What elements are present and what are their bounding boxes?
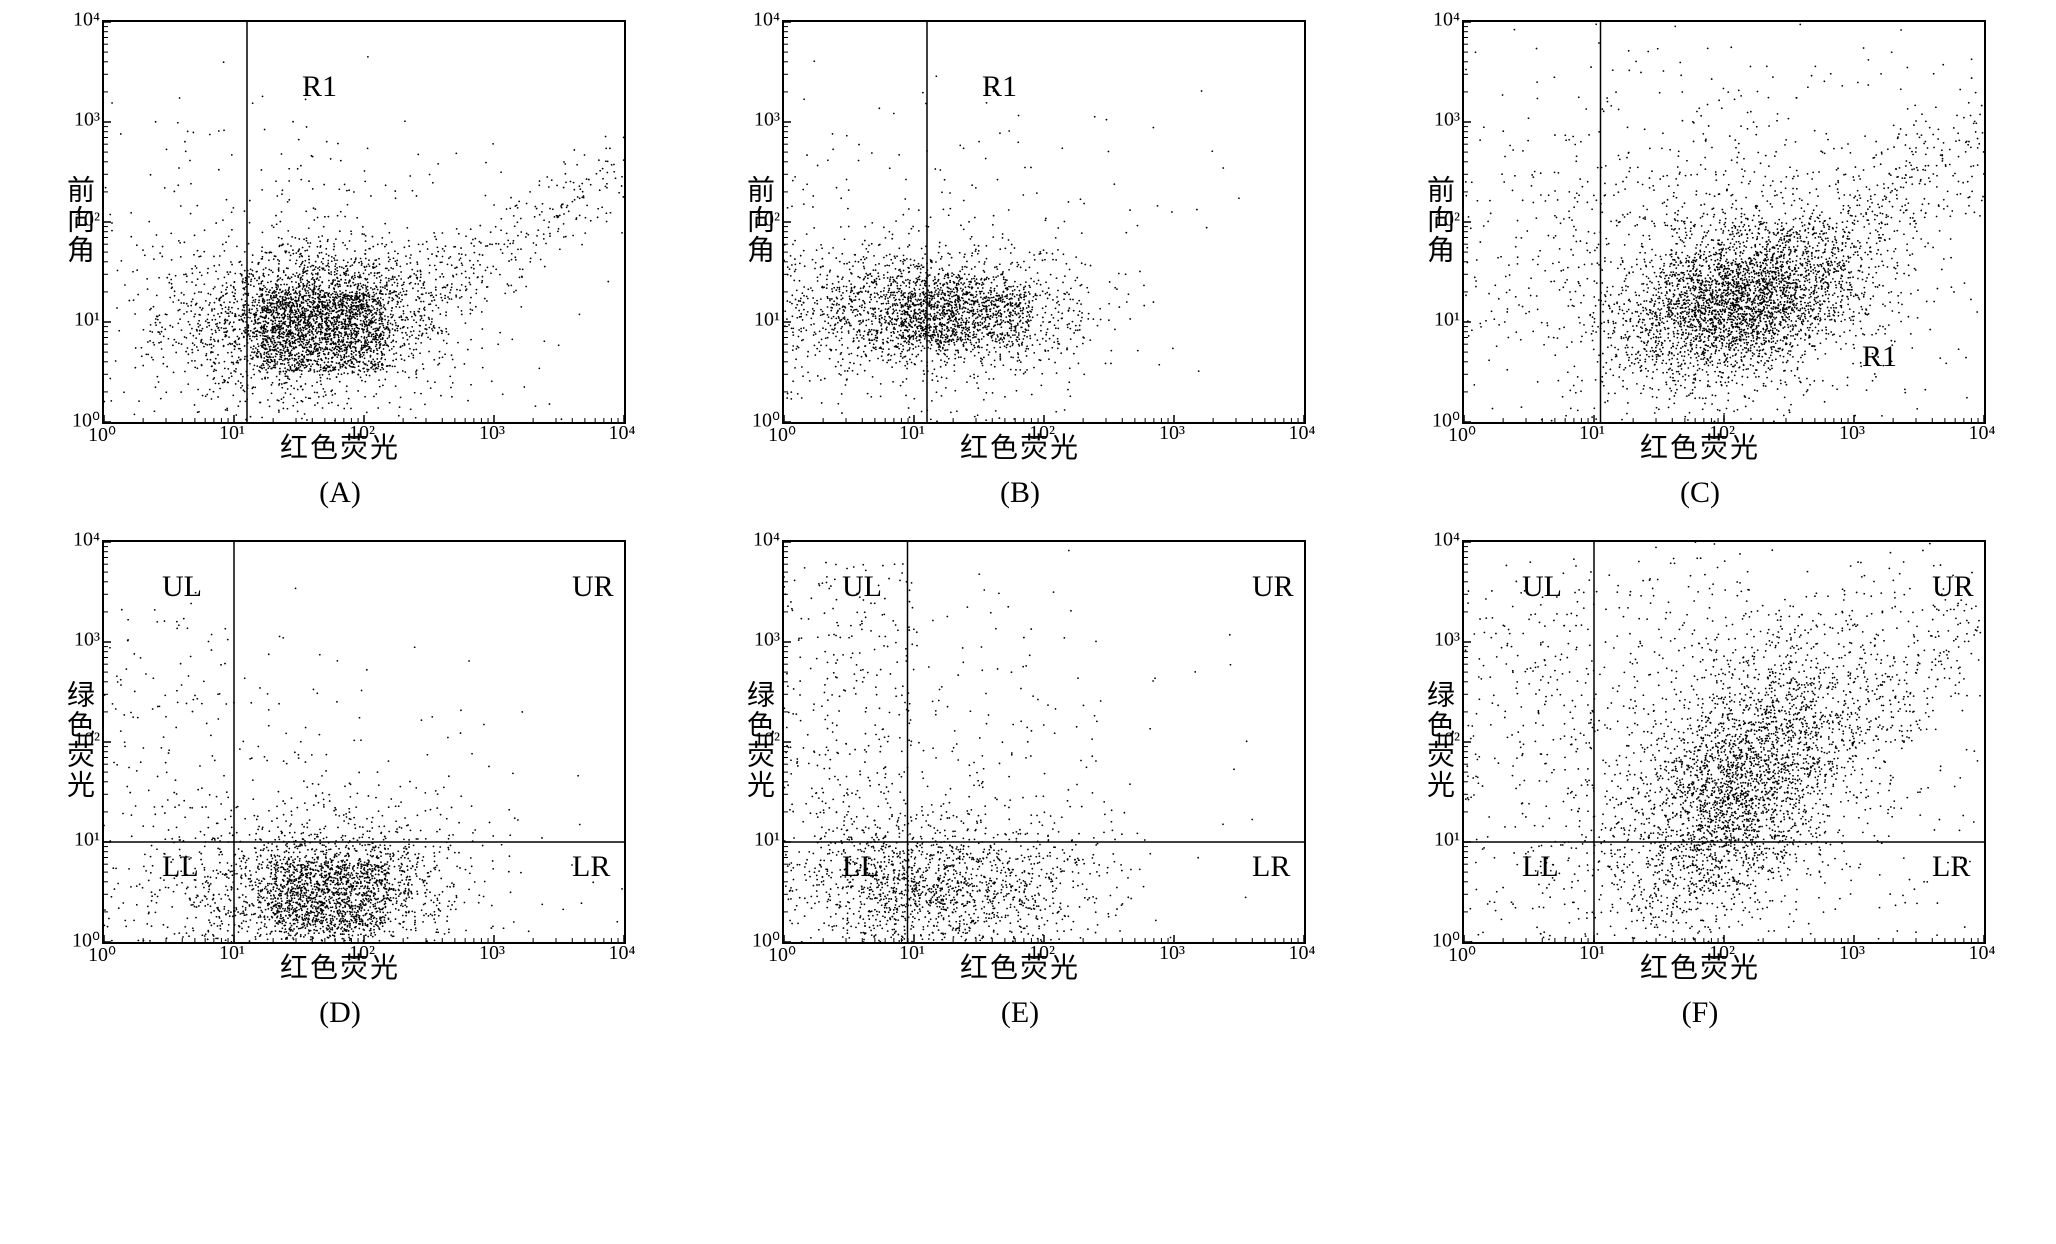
y-tick: 10⁴ xyxy=(1433,529,1462,552)
x-tick: 10³ xyxy=(1839,420,1865,445)
y-tick: 10⁰ xyxy=(72,928,102,953)
y-tick: 10⁴ xyxy=(1433,9,1462,32)
x-axis-label: 红色荧光 xyxy=(1640,946,1760,986)
y-tick: 10³ xyxy=(74,629,102,652)
x-tick: 10³ xyxy=(1159,940,1185,965)
panel-caption: (F) xyxy=(1682,996,1719,1030)
x-tick: 10³ xyxy=(1839,940,1865,965)
y-tick: 10⁴ xyxy=(73,9,102,32)
x-tick: 10⁴ xyxy=(1969,940,1996,965)
x-tick: 10¹ xyxy=(1579,420,1605,445)
y-tick: 10⁰ xyxy=(752,928,782,953)
x-tick: 10² xyxy=(1709,420,1735,445)
x-tick: 10¹ xyxy=(219,420,245,445)
panel-D: 绿色荧光10⁰10⁰10¹10¹10²10²10³10³10⁴10⁴ULURLL… xyxy=(20,540,660,1030)
y-tick: 10⁴ xyxy=(73,529,102,552)
x-axis-label: 红色荧光 xyxy=(960,946,1080,986)
y-tick: 10¹ xyxy=(754,829,782,852)
y-tick: 10³ xyxy=(754,629,782,652)
scatter-plot xyxy=(1462,20,1986,424)
y-tick: 10¹ xyxy=(754,309,782,332)
x-tick: 10⁴ xyxy=(609,940,636,965)
panel-caption: (D) xyxy=(319,996,361,1030)
y-tick: 10⁰ xyxy=(1432,928,1462,953)
y-tick: 10¹ xyxy=(1434,309,1462,332)
x-axis-label: 红色荧光 xyxy=(280,946,400,986)
y-tick: 10² xyxy=(1434,209,1462,232)
x-axis-label: 红色荧光 xyxy=(280,426,400,466)
y-tick: 10² xyxy=(754,209,782,232)
panel-F: 绿色荧光10⁰10⁰10¹10¹10²10²10³10³10⁴10⁴ULURLL… xyxy=(1380,540,2020,1030)
x-tick: 10² xyxy=(1029,940,1055,965)
y-tick: 10³ xyxy=(74,109,102,132)
panel-caption: (C) xyxy=(1680,476,1720,510)
scatter-plot xyxy=(102,20,626,424)
y-tick: 10⁰ xyxy=(72,408,102,433)
y-tick: 10⁰ xyxy=(752,408,782,433)
x-tick: 10³ xyxy=(479,420,505,445)
x-tick: 10⁴ xyxy=(609,420,636,445)
y-tick: 10¹ xyxy=(74,309,102,332)
x-tick: 10² xyxy=(1709,940,1735,965)
y-tick: 10¹ xyxy=(74,829,102,852)
x-tick: 10² xyxy=(349,940,375,965)
x-tick: 10⁴ xyxy=(1289,420,1316,445)
scatter-plot xyxy=(1462,540,1986,944)
x-tick: 10³ xyxy=(479,940,505,965)
panel-B: 前向角10⁰10⁰10¹10¹10²10²10³10³10⁴10⁴R1红色荧光(… xyxy=(700,20,1340,510)
scatter-plot xyxy=(102,540,626,944)
x-tick: 10³ xyxy=(1159,420,1185,445)
y-tick: 10³ xyxy=(754,109,782,132)
y-tick: 10³ xyxy=(1434,109,1462,132)
y-tick: 10⁴ xyxy=(753,529,782,552)
x-tick: 10¹ xyxy=(899,940,925,965)
panel-C: 前向角10⁰10⁰10¹10¹10²10²10³10³10⁴10⁴R1红色荧光(… xyxy=(1380,20,2020,510)
y-tick: 10² xyxy=(1434,729,1462,752)
x-tick: 10¹ xyxy=(219,940,245,965)
scatter-plot xyxy=(782,20,1306,424)
x-tick: 10⁴ xyxy=(1969,420,1996,445)
panel-caption: (E) xyxy=(1001,996,1039,1030)
scatter-plot xyxy=(782,540,1306,944)
y-tick: 10³ xyxy=(1434,629,1462,652)
y-tick: 10² xyxy=(74,209,102,232)
x-tick: 10¹ xyxy=(1579,940,1605,965)
scatter-grid: 前向角10⁰10⁰10¹10¹10²10²10³10³10⁴10⁴R1红色荧光(… xyxy=(20,20,2020,1030)
x-tick: 10² xyxy=(1029,420,1055,445)
x-axis-label: 红色荧光 xyxy=(960,426,1080,466)
x-tick: 10⁴ xyxy=(1289,940,1316,965)
y-tick: 10² xyxy=(754,729,782,752)
panel-caption: (B) xyxy=(1000,476,1040,510)
x-tick: 10¹ xyxy=(899,420,925,445)
y-tick: 10⁴ xyxy=(753,9,782,32)
panel-E: 绿色荧光10⁰10⁰10¹10¹10²10²10³10³10⁴10⁴ULURLL… xyxy=(700,540,1340,1030)
y-tick: 10² xyxy=(74,729,102,752)
panel-A: 前向角10⁰10⁰10¹10¹10²10²10³10³10⁴10⁴R1红色荧光(… xyxy=(20,20,660,510)
y-tick: 10¹ xyxy=(1434,829,1462,852)
x-tick: 10² xyxy=(349,420,375,445)
x-axis-label: 红色荧光 xyxy=(1640,426,1760,466)
panel-caption: (A) xyxy=(319,476,361,510)
y-tick: 10⁰ xyxy=(1432,408,1462,433)
